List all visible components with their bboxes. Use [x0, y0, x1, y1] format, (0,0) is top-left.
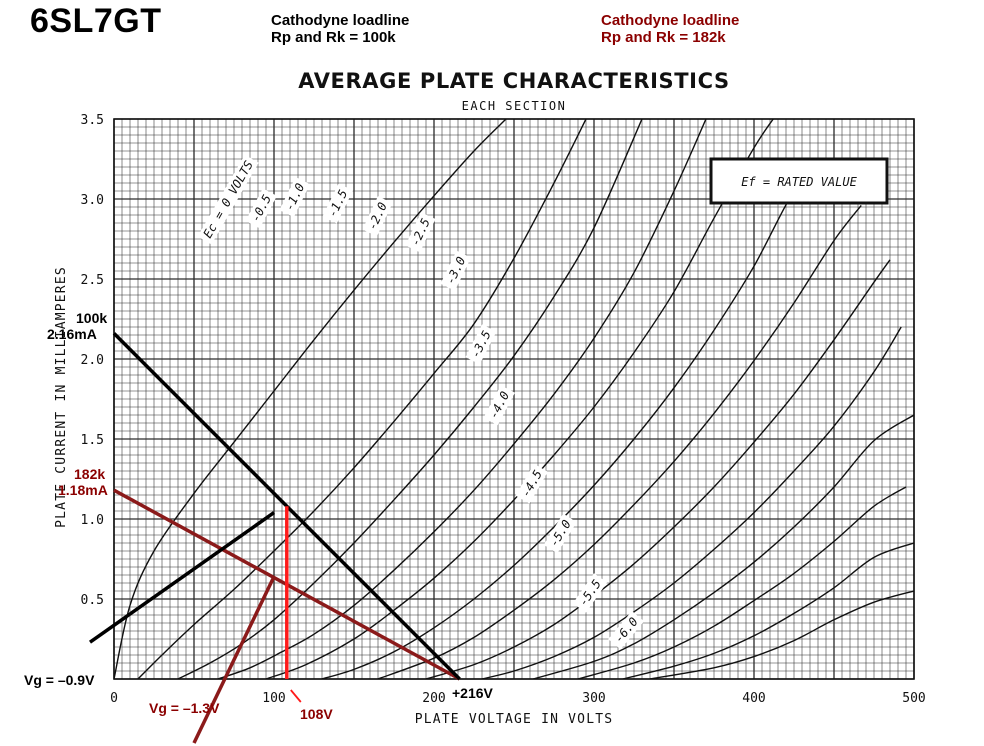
curve-label-bg	[197, 154, 259, 245]
curve-label-bg	[405, 212, 436, 253]
bias-black-label: Vg = –0.9V	[24, 672, 95, 688]
bias-red-label: Vg = –1.3V	[149, 700, 220, 716]
curve-label-bg	[515, 463, 548, 504]
curve-05	[137, 119, 587, 679]
y-tick-label: 2.5	[81, 273, 104, 288]
operating-voltage-label: 108V	[300, 706, 333, 722]
x-tick-label: 200	[422, 691, 445, 706]
curve-label-bg	[572, 573, 608, 613]
curve-20	[265, 119, 774, 679]
loadline-182k-caption: Cathodyne loadline Rp and Rk = 182k	[601, 12, 739, 46]
legend-text: Ef = RATED VALUE	[741, 175, 857, 189]
loadline-100k-caption-line1: Cathodyne loadline	[271, 12, 410, 29]
plot-frame	[113, 118, 915, 680]
curve-25	[321, 163, 822, 679]
x-tick-label: 400	[742, 691, 765, 706]
bias-line-black	[88, 511, 276, 644]
x-tick-label: 300	[582, 691, 605, 706]
curve-label-bg	[245, 188, 277, 229]
curve-label-bg	[483, 385, 515, 426]
loadline-182k-caption-line1: Cathodyne loadline	[601, 12, 740, 29]
y-tick-label: 1.0	[81, 513, 104, 528]
x-axis-label: PLATE VOLTAGE IN VOLTS	[415, 712, 614, 727]
curve-label-bg	[440, 250, 471, 291]
y-tick-label: 0.5	[81, 593, 104, 608]
loadline-182k-caption-line2: Rp and Rk = 182k	[601, 29, 726, 46]
curve-label-bg	[362, 196, 393, 237]
loadline-182k-current-label: 1.18mA	[58, 482, 108, 498]
loadline-100k-current-label: 2.16mA	[47, 326, 97, 342]
curve-label-bg	[465, 324, 497, 365]
legend-frame	[709, 157, 889, 205]
bias-line-red	[192, 575, 276, 744]
y-axis-label: PLATE CURRENT IN MILLIAMPERES	[54, 266, 69, 528]
curve-label-bg	[279, 177, 310, 218]
curve-40	[481, 326, 902, 679]
curve-label: -0.5	[248, 192, 274, 224]
curve-label-bg	[608, 610, 645, 650]
curve-label-bg	[322, 183, 353, 224]
chart-subtitle: EACH SECTION	[461, 99, 567, 113]
loadline-100k-label: 100k	[76, 310, 108, 326]
x-tick-label: 100	[262, 691, 285, 706]
curve-45	[533, 414, 914, 679]
y-tick-label: 1.5	[81, 433, 104, 448]
y-tick-label: 2.0	[81, 353, 104, 368]
y-tick-label: 3.0	[81, 193, 104, 208]
characteristic-curves	[114, 119, 914, 679]
operating-point-tick	[290, 689, 302, 703]
curve-60	[649, 590, 914, 679]
legend-box: Ef = RATED VALUE	[709, 157, 889, 205]
x-tick-label: 0	[110, 691, 118, 706]
curve-label-bg	[543, 513, 577, 554]
curve-55	[622, 542, 914, 679]
curve-Ec0VOLTS	[114, 119, 507, 679]
chart-title: AVERAGE PLATE CHARACTERISTICS	[298, 69, 730, 93]
x-tick-label: 500	[902, 691, 925, 706]
curve-50	[577, 486, 907, 679]
loadline-100k-caption-line2: Rp and Rk = 100k	[271, 29, 396, 46]
loadline-100k-caption: Cathodyne loadline Rp and Rk = 100k	[271, 12, 409, 46]
supply-voltage-label: +216V	[452, 685, 493, 701]
loadline-182k-label: 182k	[74, 466, 106, 482]
curve-35	[425, 259, 891, 679]
tube-type-title: 6SL7GT	[30, 2, 162, 40]
y-tick-label: 3.5	[81, 113, 104, 128]
curve-30	[377, 204, 862, 679]
